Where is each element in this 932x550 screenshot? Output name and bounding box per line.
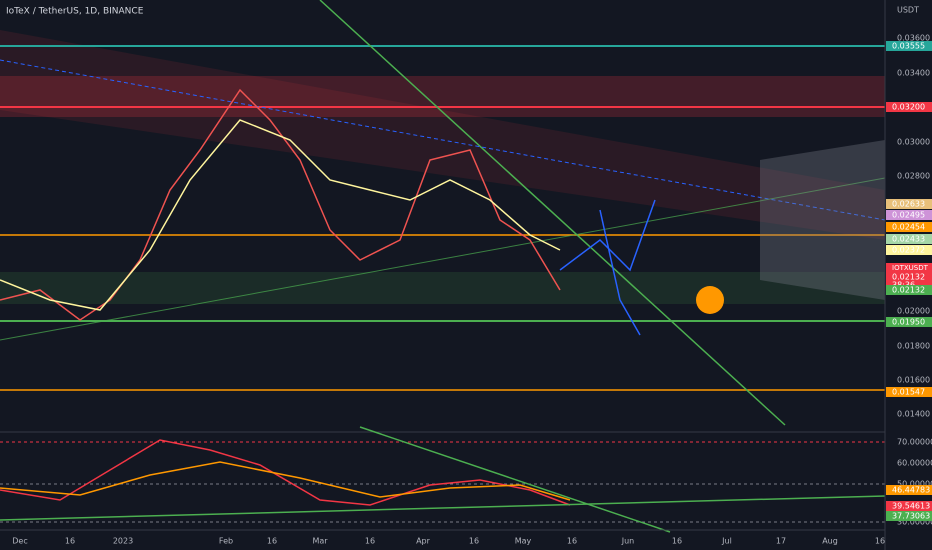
tag-label: 0.02132 [892, 273, 925, 282]
projection [559, 199, 656, 272]
time-label: Jul [721, 537, 732, 546]
time-label: Apr [416, 537, 431, 546]
tag-bg [886, 501, 932, 511]
trend-line [359, 426, 671, 533]
time-label: 16 [567, 537, 577, 546]
time-label: 16 [672, 537, 682, 546]
price-tag: 0.01547 [886, 387, 932, 397]
price-tag: 0.02372 [886, 245, 932, 255]
indicator-label: 30.00000 [897, 518, 932, 527]
tag-bg [886, 511, 932, 521]
tag-bg [886, 222, 932, 232]
tag-bg [886, 263, 932, 273]
currency: USDT [897, 6, 919, 15]
tag-bg [886, 102, 932, 112]
trend-line [0, 177, 886, 341]
tag-bg [886, 485, 932, 495]
tag-label: 0.02433 [892, 235, 925, 244]
tag-label: 0.01950 [892, 318, 925, 327]
time-label: 16 [469, 537, 479, 546]
tag-label: 0.02372 [892, 246, 925, 255]
time-label: Dec [12, 537, 27, 546]
indicator-tag: 46.44783 [886, 485, 932, 495]
chart-drawings [0, 0, 886, 550]
price-tag: 0.01950 [886, 317, 932, 327]
resistance-zone [0, 76, 885, 117]
tag-label: 46.44783 [892, 486, 930, 495]
time-label: May [515, 537, 532, 546]
tag-label: 37.73063 [892, 512, 930, 521]
indicator-tag: 37.73063 [886, 511, 932, 521]
volume-profile [760, 140, 885, 300]
price-tag: 0.02433 [886, 234, 932, 244]
price-label: 0.02000 [897, 307, 930, 316]
price-label: 0.03400 [897, 69, 930, 78]
time-label: Mar [312, 537, 328, 546]
price-tag: 0.02132 [886, 285, 932, 295]
price-label: 0.02800 [897, 172, 930, 181]
header-title: IoTeX / TetherUS, 1D, BINANCE [6, 7, 144, 17]
indicator-tag: 39.54613 [886, 501, 932, 511]
price-tag: 0.02633 [886, 199, 932, 209]
time-label: 16 [65, 537, 75, 546]
price-tag: 0.02132 [886, 272, 932, 282]
indicator-label: 70.00000 [897, 438, 932, 447]
icon [696, 286, 724, 314]
tag-bg [886, 199, 932, 209]
tag-bg [886, 285, 932, 295]
projection [599, 209, 641, 336]
time-label: 16 [875, 537, 885, 546]
rsi-line [0, 439, 571, 506]
channel [0, 30, 885, 240]
tag-bg [886, 317, 932, 327]
price-label: 0.03000 [897, 138, 930, 147]
tag-label: 0.02633 [892, 200, 925, 209]
time-label: Feb [219, 537, 233, 546]
rsi-ma [0, 461, 571, 501]
time-label: 16 [365, 537, 375, 546]
indicator-label: 50.00000 [897, 480, 932, 489]
price-label: 0.01400 [897, 410, 930, 419]
time-label: 17 [776, 537, 786, 546]
trend-line [0, 495, 886, 521]
support-zone [0, 272, 885, 304]
time-label: Aug [822, 537, 838, 546]
price-tag: 0.02454 [886, 222, 932, 232]
price-tag: IOTXUSDT [886, 263, 932, 273]
trend-line [0, 59, 886, 221]
tag-label: 0.03200 [892, 103, 925, 112]
price-label: 0.01800 [897, 342, 930, 351]
indicator-label: 60.00000 [897, 459, 932, 468]
tag-label: 39.54613 [892, 502, 930, 511]
indicator-line [0, 119, 561, 311]
tag-bg [886, 387, 932, 397]
tag-bg [886, 234, 932, 244]
tag-bg [886, 272, 932, 282]
tag-label: 0.02132 [892, 286, 925, 295]
price-tag: 0.03200 [886, 102, 932, 112]
tag-bg [886, 210, 932, 220]
tag-label: 0.02454 [892, 223, 925, 232]
time-label: Jun [621, 537, 635, 546]
trend-line [319, 0, 786, 426]
tag-bg [886, 41, 932, 51]
tag-label: 0.01547 [892, 388, 925, 397]
time-label: 2023 [113, 537, 133, 546]
time-label: 16 [267, 537, 277, 546]
tag-label: IOTXUSDT [892, 264, 929, 272]
price-tag: 0.02495 [886, 210, 932, 220]
tag-label: 0.02495 [892, 211, 925, 220]
price-label: 0.03600 [897, 34, 930, 43]
price-tag: 0.03555 [886, 41, 932, 51]
tag-label: 0.03555 [892, 42, 925, 51]
price-label: 0.01600 [897, 376, 930, 385]
tag-bg [886, 245, 932, 255]
